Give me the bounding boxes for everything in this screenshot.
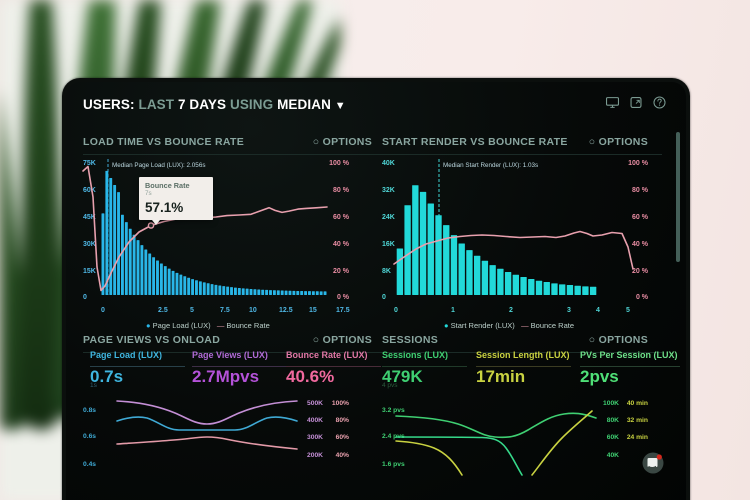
svg-text:15K: 15K	[83, 268, 96, 275]
svg-text:500K: 500K	[307, 400, 323, 407]
svg-text:0 %: 0 %	[636, 294, 649, 301]
svg-text:24 min: 24 min	[627, 434, 648, 441]
svg-text:60 %: 60 %	[333, 214, 350, 221]
svg-text:20 %: 20 %	[632, 268, 649, 275]
svg-text:400K: 400K	[307, 417, 323, 424]
svg-text:60 %: 60 %	[632, 214, 649, 221]
svg-text:1.6 pvs: 1.6 pvs	[382, 461, 405, 468]
svg-text:40%: 40%	[336, 452, 349, 459]
svg-text:40 %: 40 %	[333, 241, 350, 248]
svg-text:40 %: 40 %	[632, 241, 649, 248]
svg-text:0 %: 0 %	[337, 294, 350, 301]
svg-text:Median Page Load (LUX): 2.056s: Median Page Load (LUX): 2.056s	[112, 162, 205, 169]
svg-text:100 %: 100 %	[329, 160, 350, 167]
svg-text:40K: 40K	[607, 452, 619, 459]
svg-text:60K: 60K	[83, 187, 96, 194]
svg-text:16K: 16K	[382, 241, 395, 248]
svg-text:300K: 300K	[307, 434, 323, 441]
svg-text:30K: 30K	[83, 241, 96, 248]
svg-text:Median Start Render (LUX): 1.0: Median Start Render (LUX): 1.03s	[443, 162, 538, 169]
svg-text:60K: 60K	[607, 434, 619, 441]
svg-text:8K: 8K	[382, 268, 391, 275]
svg-text:80K: 80K	[607, 417, 619, 424]
svg-text:0.4s: 0.4s	[83, 461, 96, 468]
svg-text:32K: 32K	[382, 187, 395, 194]
svg-text:75K: 75K	[83, 160, 96, 167]
svg-text:0: 0	[382, 294, 386, 301]
svg-text:20 %: 20 %	[333, 268, 350, 275]
svg-text:24K: 24K	[382, 214, 395, 221]
svg-text:40K: 40K	[382, 160, 395, 167]
svg-text:3.2 pvs: 3.2 pvs	[382, 407, 405, 414]
svg-text:0: 0	[83, 294, 87, 301]
svg-text:80 %: 80 %	[632, 187, 649, 194]
svg-text:200K: 200K	[307, 452, 323, 459]
svg-text:100K: 100K	[603, 400, 619, 407]
svg-text:80 %: 80 %	[333, 187, 350, 194]
svg-text:60%: 60%	[336, 434, 349, 441]
svg-text:32 min: 32 min	[627, 417, 648, 424]
svg-text:80%: 80%	[336, 417, 349, 424]
svg-text:100%: 100%	[332, 400, 349, 407]
svg-text:0.8s: 0.8s	[83, 407, 96, 414]
svg-text:100 %: 100 %	[628, 160, 649, 167]
svg-text:40 min: 40 min	[627, 400, 648, 407]
svg-text:0.6s: 0.6s	[83, 433, 96, 440]
